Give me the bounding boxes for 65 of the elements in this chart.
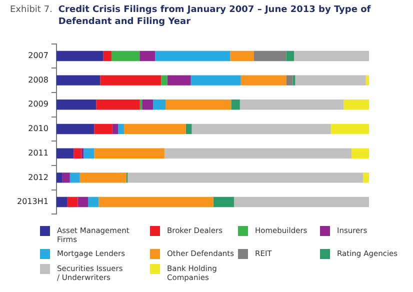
bar (56, 100, 96, 110)
bar (166, 100, 232, 110)
bar (153, 100, 166, 110)
bar (118, 124, 124, 134)
bar (56, 50, 104, 62)
text: Exhibit 7. (10, 4, 52, 17)
bar (230, 50, 254, 62)
bar (292, 75, 296, 86)
bar (352, 148, 369, 158)
bar (81, 148, 84, 158)
bar (112, 124, 118, 134)
bar (186, 124, 192, 134)
y-tick-label: 2007 (28, 51, 48, 60)
bar (192, 124, 331, 134)
bar (295, 75, 366, 86)
bar (240, 100, 344, 110)
bar (96, 100, 140, 110)
chart-title: Credit Crisis Filings from January 2007 – June 2013 by Type of Defendant and Filing Year (58, 4, 372, 28)
bar (142, 100, 154, 110)
bar (56, 75, 100, 86)
bar (94, 148, 165, 158)
bar (98, 196, 214, 208)
bar (124, 124, 186, 134)
bar (88, 196, 99, 208)
bar (231, 100, 240, 110)
y-tick-label: 2012 (28, 172, 48, 182)
bar (67, 196, 78, 208)
bar (363, 172, 369, 183)
bar (286, 75, 293, 86)
bar (62, 172, 70, 183)
y-tick-label: 2013H1 (16, 197, 48, 206)
bar (330, 124, 369, 134)
bar (344, 100, 369, 110)
bar (100, 75, 162, 86)
bar (366, 75, 369, 86)
bar (70, 172, 80, 183)
bar (56, 124, 94, 134)
bar (56, 196, 68, 208)
bar (84, 148, 94, 158)
bar (74, 148, 82, 158)
bar (164, 148, 352, 158)
bar (213, 196, 234, 208)
y-tick-label: 2008 (28, 75, 48, 84)
bar (161, 75, 168, 86)
bar (155, 50, 230, 62)
bar (254, 50, 286, 62)
bar (167, 75, 191, 86)
bar (80, 172, 126, 183)
y-tick-label: 2009 (28, 100, 48, 109)
bar (286, 50, 294, 62)
bar (190, 75, 241, 86)
bar (234, 196, 369, 208)
bar (294, 50, 369, 62)
bar (140, 100, 142, 110)
bar (128, 172, 364, 183)
bar (240, 75, 286, 86)
bar (103, 50, 112, 62)
y-tick-label: 2010 (28, 124, 48, 134)
bar (78, 196, 88, 208)
bar (56, 148, 74, 158)
bar (56, 172, 62, 183)
bar (140, 50, 156, 62)
bar (111, 50, 140, 62)
y-tick-label: 2011 (28, 148, 48, 158)
bar (94, 124, 112, 134)
